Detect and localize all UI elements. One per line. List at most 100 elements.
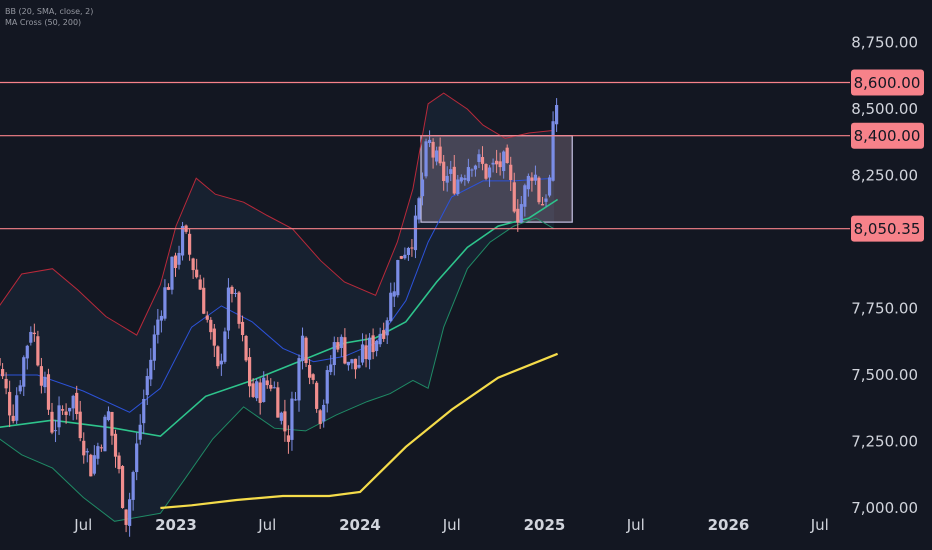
candle-body xyxy=(307,364,312,378)
level-price-tag[interactable] xyxy=(851,69,924,96)
candle-body xyxy=(555,105,559,125)
candle-body xyxy=(50,411,54,433)
candle-body xyxy=(53,430,58,432)
candle-body xyxy=(551,121,555,181)
candle-body xyxy=(367,337,372,360)
x-tick-label: Jul xyxy=(73,516,92,534)
candle-body xyxy=(533,174,538,181)
candle-body xyxy=(32,332,36,335)
candle-body xyxy=(297,358,301,401)
candle-body xyxy=(255,381,259,399)
candle-body xyxy=(4,378,8,389)
candle-body xyxy=(272,387,276,389)
candle-body xyxy=(519,204,523,223)
candle-body xyxy=(251,383,255,397)
candle-body xyxy=(195,269,199,278)
candle-body xyxy=(502,151,506,172)
candle-body xyxy=(343,337,347,364)
candle-body xyxy=(413,215,418,251)
candle-body xyxy=(237,292,241,324)
candle-body xyxy=(11,415,15,422)
candle-body xyxy=(216,346,220,367)
candle-body xyxy=(477,154,481,162)
candle-body xyxy=(438,146,442,164)
candle-body xyxy=(131,472,135,500)
candle-body xyxy=(304,337,308,364)
horizontal-levels[interactable]: 8,600.00 8,400.00 8,050.35 xyxy=(0,69,924,242)
candle-body xyxy=(142,398,146,424)
indicator-legend[interactable]: BB (20, SMA, close, 2) MA Cross (50, 200… xyxy=(5,6,93,28)
ma-cross-legend-label[interactable]: MA Cross (50, 200) xyxy=(5,18,82,27)
y-tick-label: 8,250.00 xyxy=(851,167,918,185)
candle-body xyxy=(82,440,86,456)
candle-body xyxy=(177,252,181,265)
candle-body xyxy=(523,185,527,207)
candle-body xyxy=(360,344,365,363)
y-tick-label: 7,000.00 xyxy=(851,499,918,517)
candle-body xyxy=(15,395,19,421)
candle-body xyxy=(371,335,375,353)
candle-body xyxy=(459,177,463,182)
candle-body xyxy=(223,331,227,362)
candle-body xyxy=(540,204,545,206)
candle-body xyxy=(68,407,72,412)
candle-body xyxy=(375,340,379,352)
candle-body xyxy=(505,147,509,163)
level-price-label: 8,050.35 xyxy=(854,220,921,238)
candle-body xyxy=(233,292,238,294)
bollinger-band-fill xyxy=(0,93,555,522)
candle-body xyxy=(311,374,315,380)
candle-body xyxy=(435,150,439,162)
candle-body xyxy=(346,361,351,366)
candle-body xyxy=(8,391,12,416)
candle-body xyxy=(0,369,5,377)
candle-body xyxy=(152,334,156,361)
candle-body xyxy=(64,411,68,416)
candle-body xyxy=(269,384,273,389)
candle-body xyxy=(117,455,121,470)
candle-body xyxy=(403,254,407,259)
y-tick-label: 7,500.00 xyxy=(851,366,918,384)
candle-body xyxy=(170,256,174,290)
candle-body xyxy=(410,247,414,249)
candle-body xyxy=(544,198,548,202)
level-price-tag[interactable] xyxy=(851,215,924,242)
candle-body xyxy=(230,286,234,294)
bb-band-area xyxy=(0,93,555,522)
candle-body xyxy=(339,336,343,349)
candle-body xyxy=(449,169,453,174)
axes[interactable]: 8,750.00 8,500.00 8,250.00 7,750.00 7,500.00… xyxy=(73,34,918,534)
bb-legend-label[interactable]: BB (20, SMA, close, 2) xyxy=(5,7,94,16)
candle-body xyxy=(198,279,202,290)
candle-body xyxy=(36,336,40,366)
y-tick-label: 7,250.00 xyxy=(851,433,918,451)
bb-basis-line xyxy=(0,177,555,413)
candle-body xyxy=(120,466,125,508)
candle-body xyxy=(537,177,541,203)
candlesticks xyxy=(0,98,559,537)
candle-body xyxy=(530,177,534,181)
x-tick-label: 2025 xyxy=(524,516,566,534)
candle-body xyxy=(75,392,79,414)
candle-body xyxy=(258,382,262,403)
x-tick-label: 2024 xyxy=(339,516,381,534)
candle-body xyxy=(442,161,446,181)
candle-body xyxy=(470,169,474,171)
x-tick-label: Jul xyxy=(442,516,461,534)
candle-body xyxy=(516,208,520,223)
candle-body xyxy=(364,345,368,360)
level-price-tag[interactable] xyxy=(851,122,924,149)
candle-body xyxy=(113,433,118,457)
candle-body xyxy=(156,319,160,335)
candle-body xyxy=(424,141,428,177)
candle-body xyxy=(106,411,111,421)
candle-body xyxy=(498,161,502,168)
candle-body xyxy=(18,385,22,392)
candle-body xyxy=(219,360,223,365)
candle-body xyxy=(92,455,96,474)
candle-body xyxy=(22,357,26,387)
candle-body xyxy=(138,424,142,440)
candle-body xyxy=(262,377,266,402)
x-tick-label: 2026 xyxy=(708,516,750,534)
